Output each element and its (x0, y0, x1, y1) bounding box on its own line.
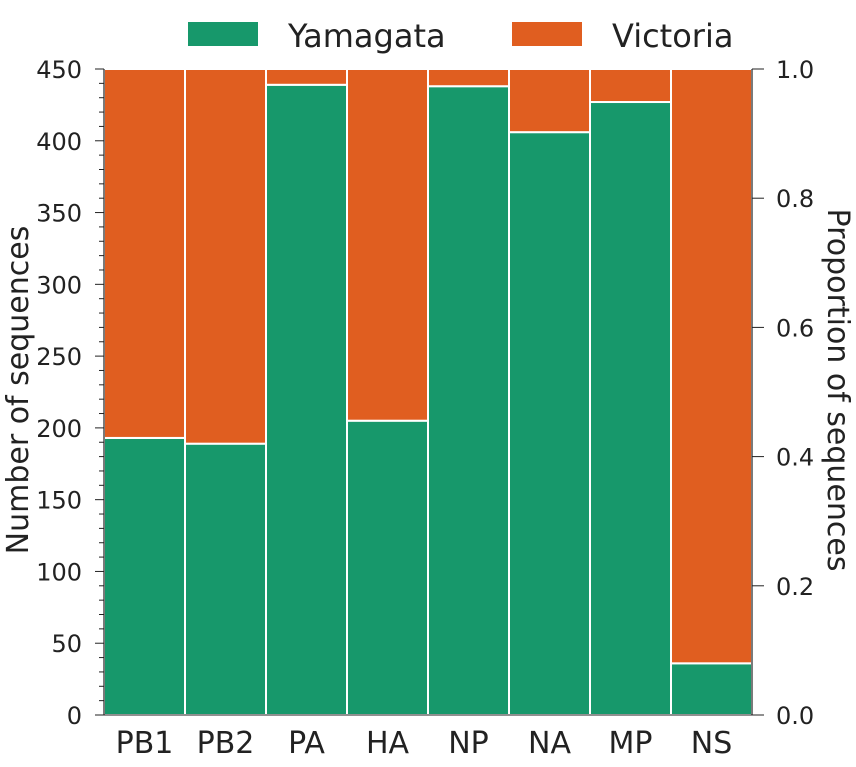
bar-victoria-np (427, 68, 510, 88)
x-tick-label-ns: NS (691, 726, 732, 761)
right-tick-label: 0.8 (776, 185, 814, 213)
bar-victoria-pb1 (103, 68, 186, 439)
right-tick-label: 1.0 (776, 56, 814, 84)
bar-yamagata-pb1 (103, 436, 186, 716)
legend-swatch-yamagata (188, 22, 258, 46)
x-tick-label-pa: PA (288, 726, 325, 761)
x-tick-label-ha: HA (366, 726, 410, 761)
left-tick-label: 450 (36, 56, 82, 84)
bar-yamagata-ns (670, 662, 753, 717)
bar-yamagata-np (427, 85, 510, 716)
y-axis-label-left: Number of sequences (1, 226, 36, 555)
x-tick-label-pb2: PB2 (197, 726, 255, 761)
left-tick-label: 400 (36, 128, 82, 156)
legend: Yamagata Victoria (188, 17, 733, 55)
left-tick-label: 200 (36, 415, 82, 443)
right-y-axis: 0.0 0.2 0.4 0.6 0.8 1.0 (751, 56, 814, 730)
bars-group (103, 68, 753, 717)
left-tick-label: 150 (36, 487, 82, 515)
x-tick-label-pb1: PB1 (116, 726, 174, 761)
left-tick-label: 350 (36, 200, 82, 228)
right-tick-label: 0.6 (776, 314, 814, 342)
legend-swatch-victoria (512, 22, 582, 46)
right-tick-label: 0.4 (776, 444, 814, 472)
left-tick-label: 50 (51, 630, 82, 658)
bar-yamagata-na (508, 131, 591, 717)
left-y-axis: 0 50 100 150 200 250 300 350 400 450 (36, 56, 105, 730)
left-tick-label: 100 (36, 558, 82, 586)
x-axis: PB1 PB2 PA HA NP NA MP NS (104, 714, 752, 761)
legend-label-victoria: Victoria (612, 17, 733, 55)
x-tick-label-mp: MP (609, 726, 653, 761)
left-tick-label: 300 (36, 271, 82, 299)
bar-yamagata-pa (265, 83, 348, 716)
bar-victoria-pb2 (184, 68, 267, 445)
bar-victoria-ns (670, 68, 753, 665)
y-axis-label-right: Proportion of sequences (820, 209, 855, 572)
bar-yamagata-pb2 (184, 442, 267, 716)
legend-label-yamagata: Yamagata (287, 17, 446, 55)
left-tick-label: 250 (36, 343, 82, 371)
bar-yamagata-mp (589, 101, 672, 717)
right-tick-label: 0.2 (776, 573, 814, 601)
bar-victoria-ha (346, 68, 429, 422)
bar-victoria-na (508, 68, 591, 134)
left-tick-label: 0 (67, 702, 82, 730)
bar-yamagata-ha (346, 419, 429, 716)
x-tick-label-na: NA (528, 726, 571, 761)
x-tick-label-np: NP (448, 726, 489, 761)
bar-victoria-pa (265, 68, 348, 86)
right-tick-label: 0.0 (776, 702, 814, 730)
bar-victoria-mp (589, 68, 672, 104)
